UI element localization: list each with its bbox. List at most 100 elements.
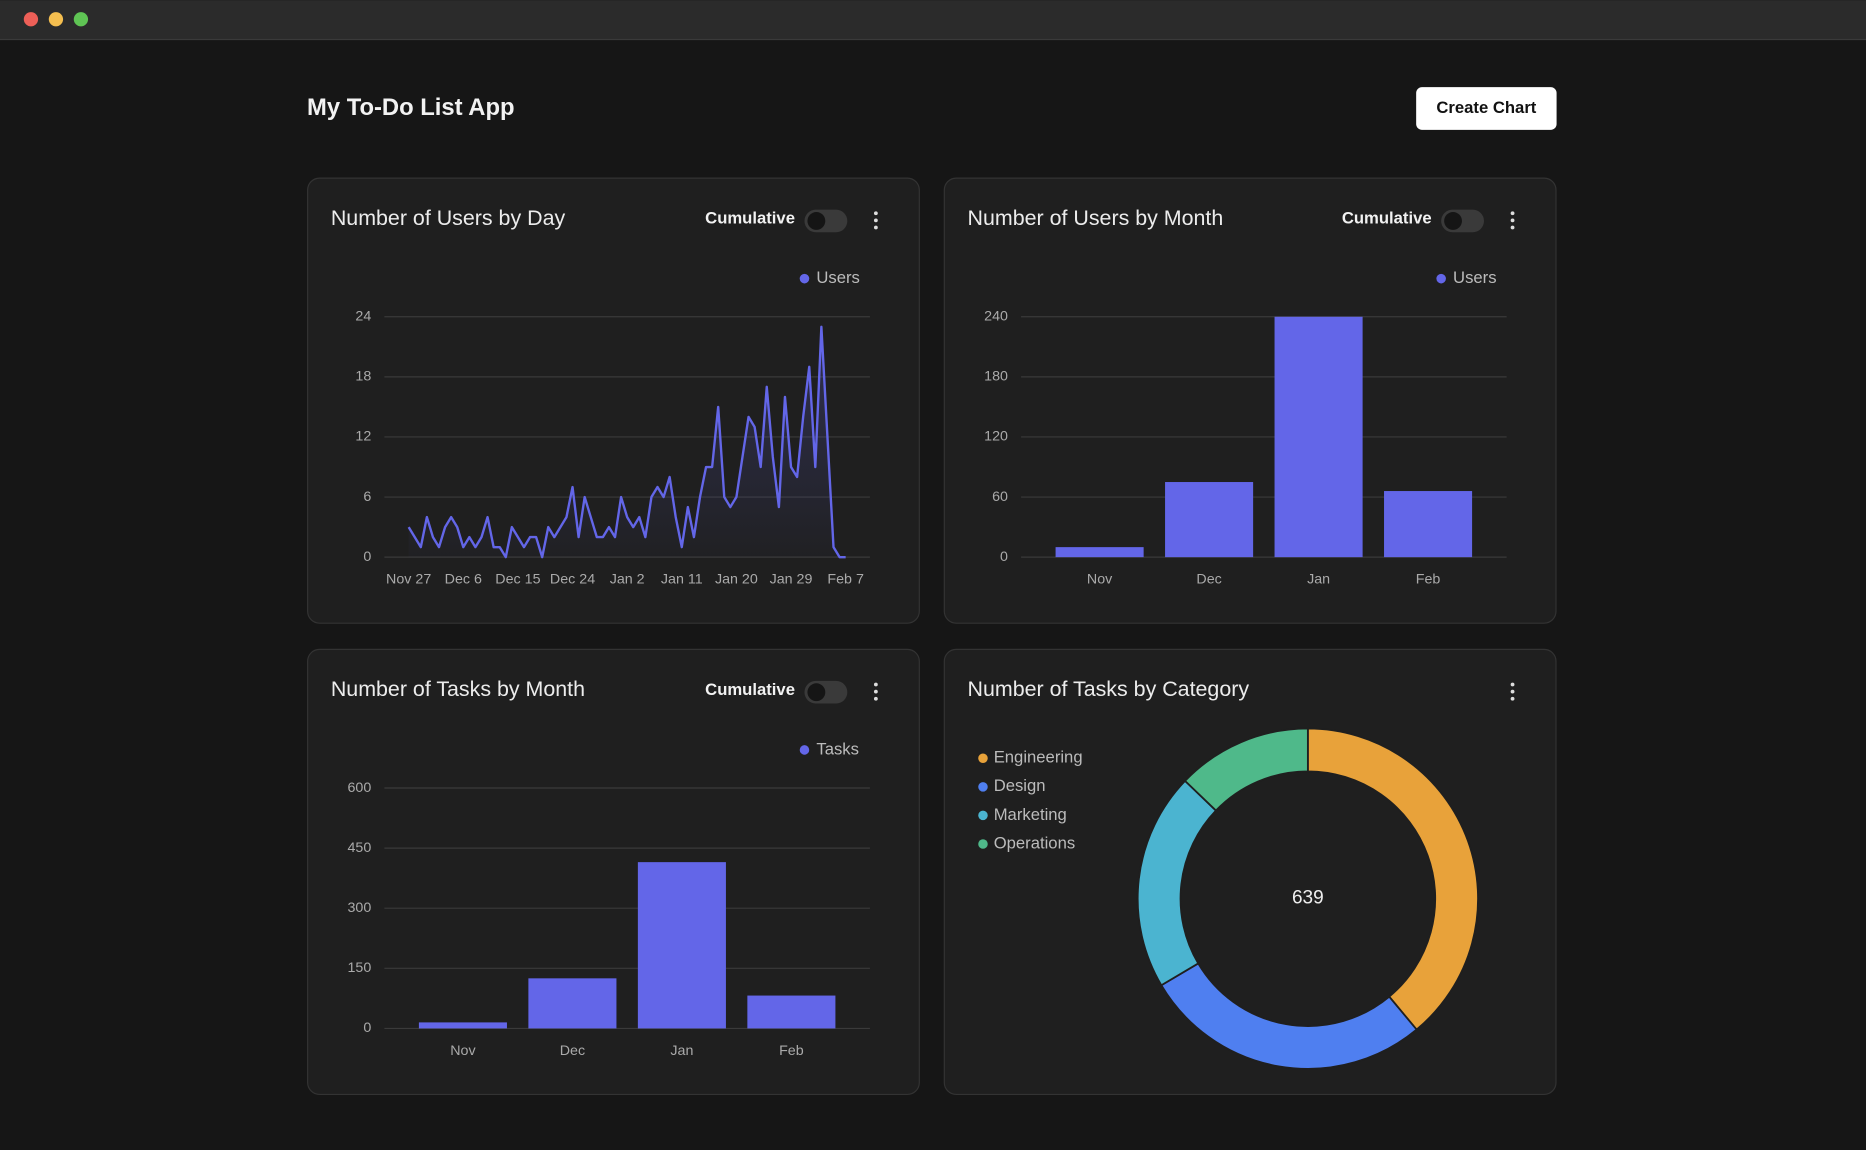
menu-dot[interactable]	[873, 225, 878, 230]
toggle-label: Cumulative	[1342, 209, 1432, 228]
menu-dot[interactable]	[873, 682, 878, 687]
y-tick-label: 600	[347, 780, 371, 796]
legend-label: Users	[1453, 268, 1497, 287]
title-bar	[0, 0, 1866, 40]
x-tick-label: Jan 29	[770, 572, 813, 588]
cumulative-toggle[interactable]	[804, 680, 848, 704]
menu-dot[interactable]	[873, 211, 878, 216]
legend-dot	[978, 810, 988, 821]
button-bg[interactable]	[1416, 87, 1557, 130]
legend-label: Marketing	[994, 805, 1067, 824]
legend-label: Tasks	[816, 739, 859, 758]
menu-button[interactable]	[1510, 211, 1515, 230]
x-tick-label: Dec 15	[495, 572, 540, 588]
legend-dot	[978, 753, 988, 764]
menu-dot[interactable]	[1510, 225, 1515, 230]
toggle-label: Cumulative	[705, 209, 795, 228]
menu-button[interactable]	[1510, 682, 1515, 701]
toggle-knob[interactable]	[1444, 212, 1462, 230]
line-area	[408, 326, 846, 558]
bar	[528, 978, 617, 1029]
line-series	[407, 325, 846, 559]
x-tick-label: Nov	[1087, 572, 1113, 588]
x-tick-label: Feb	[1416, 572, 1441, 588]
toggle-knob[interactable]	[807, 683, 826, 702]
menu-dot[interactable]	[873, 218, 878, 223]
x-tick-label: Jan 20	[715, 572, 758, 588]
chart-title: Number of Users by Day	[331, 206, 566, 230]
x-tick-label: Dec	[560, 1043, 585, 1059]
menu-dot[interactable]	[1510, 218, 1515, 223]
button-label[interactable]: Create Chart	[1436, 98, 1536, 117]
donut-total: 639	[1292, 888, 1324, 909]
create-chart-button[interactable]: Create Chart	[1416, 87, 1557, 130]
menu-dot[interactable]	[873, 696, 878, 701]
minimize-button[interactable]	[48, 12, 64, 27]
bar	[1055, 547, 1144, 558]
y-tick-label: 150	[347, 960, 371, 976]
card-bg	[307, 648, 920, 1096]
toggle-knob[interactable]	[807, 212, 826, 230]
legend-dot	[799, 273, 810, 284]
menu-button[interactable]	[873, 211, 878, 230]
legend-label: Users	[816, 268, 860, 287]
legend-dot	[978, 839, 988, 849]
toggle-label: Cumulative	[705, 680, 795, 699]
chart-card: Number of Users by Day Cumulative 0 6 12 18 24…	[307, 177, 920, 624]
y-tick-label: 240	[984, 309, 1008, 325]
y-tick-label: 120	[984, 429, 1008, 445]
x-tick-label: Jan 2	[610, 572, 645, 588]
legend-label: Engineering	[994, 748, 1083, 767]
chart-card: Number of Tasks by Month Cumulative 0 150 30…	[307, 648, 920, 1096]
y-tick-label: 18	[355, 369, 371, 385]
donut-segment	[1183, 727, 1309, 812]
cumulative-toggle[interactable]	[804, 209, 848, 233]
y-tick-label: 450	[347, 840, 371, 856]
x-tick-label: Jan 11	[661, 572, 703, 588]
menu-dot[interactable]	[873, 689, 878, 694]
menu-dot[interactable]	[1510, 689, 1515, 694]
y-tick-label: 6	[363, 489, 371, 505]
legend-dot	[799, 745, 810, 755]
x-tick-label: Feb 7	[827, 572, 864, 588]
bar	[1165, 482, 1254, 558]
y-tick-label: 300	[347, 900, 371, 916]
donut-segment	[1306, 727, 1479, 1031]
app-title: My To-Do List App	[307, 94, 515, 121]
legend-label: Operations	[994, 833, 1075, 852]
x-tick-label: Dec 6	[445, 572, 482, 588]
y-tick-label: 60	[992, 489, 1008, 505]
maximize-button[interactable]	[73, 12, 89, 27]
y-tick-label: 24	[355, 309, 371, 325]
bar	[747, 995, 836, 1029]
bar	[1384, 491, 1473, 558]
y-tick-label: 0	[363, 549, 371, 565]
x-tick-label: Jan	[670, 1043, 693, 1059]
menu-dot[interactable]	[1510, 682, 1515, 687]
x-tick-label: Nov	[450, 1043, 476, 1059]
menu-dot[interactable]	[1510, 696, 1515, 701]
y-tick-label: 0	[1000, 549, 1008, 565]
chart-card: Number of Users by Month Cumulative 0 60 120…	[943, 177, 1557, 624]
legend-label: Design	[994, 776, 1046, 795]
bar	[1274, 316, 1363, 558]
y-tick-label: 12	[355, 429, 371, 445]
bar	[418, 1022, 507, 1029]
x-tick-label: Dec	[1196, 572, 1221, 588]
menu-button[interactable]	[873, 682, 878, 701]
x-tick-label: Jan	[1307, 572, 1330, 588]
legend-dot	[1436, 273, 1446, 284]
menu-dot[interactable]	[1510, 211, 1515, 216]
chart-card: Number of Tasks by Category Engineering De…	[943, 648, 1557, 1096]
close-button[interactable]	[23, 12, 39, 27]
x-tick-label: Feb	[779, 1043, 804, 1059]
bar	[637, 862, 726, 1029]
cumulative-toggle[interactable]	[1441, 209, 1484, 233]
chart-title: Number of Users by Month	[968, 206, 1224, 230]
legend-dot	[978, 782, 988, 792]
x-tick-label: Nov 27	[386, 572, 431, 588]
chart-title: Number of Tasks by Category	[968, 677, 1250, 701]
